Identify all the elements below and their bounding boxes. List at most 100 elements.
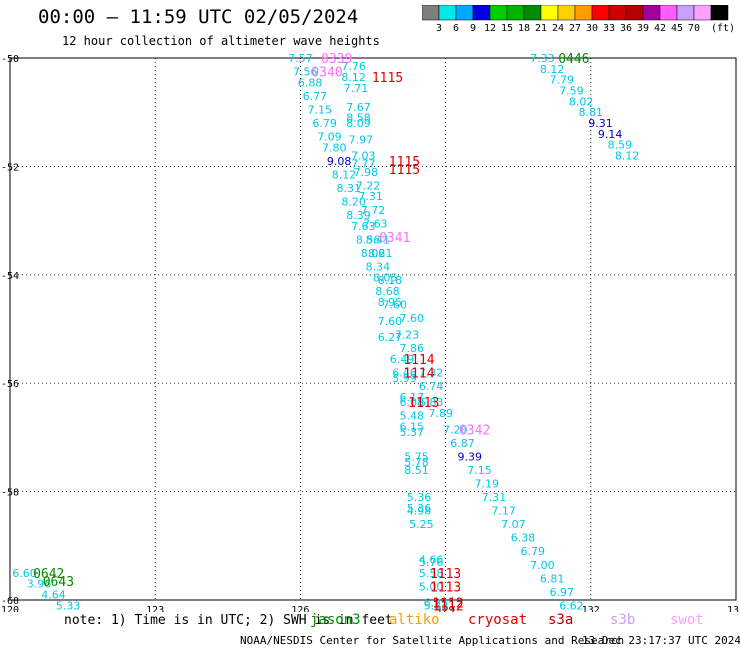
wave-height-label: 8.20 — [341, 196, 366, 209]
colorbar-tick-label: 15 — [501, 23, 513, 34]
pass-time-label: 1115 — [372, 71, 403, 86]
wave-height-label: 5.37 — [399, 426, 424, 439]
legend-s3b: s3b — [610, 612, 636, 628]
wave-height-label: 6.97 — [550, 586, 575, 599]
legend-jason3: jason3 — [310, 612, 361, 628]
colorbar-tick-label: 45 — [671, 23, 683, 34]
wave-height-label: 5.33 — [56, 599, 81, 612]
colorbar-tick-label: 36 — [620, 23, 632, 34]
wave-height-label: 7.63 — [351, 220, 376, 233]
wave-height-label: 7.71 — [344, 82, 369, 95]
wave-height-label: 6.79 — [312, 117, 337, 130]
y-tick-label: -60 — [1, 596, 19, 607]
wave-height-label: 8.12 — [341, 71, 366, 84]
wave-height-label: 7.86 — [399, 342, 424, 355]
wave-height-label: 8.59 — [608, 139, 633, 152]
wave-height-label: 8.58 — [346, 112, 371, 125]
footer-timestamp: 13 Dec 23:17:37 UTC 2024 — [582, 634, 740, 647]
colorbar-swatch — [710, 5, 729, 21]
wave-height-label: 8.12 — [332, 169, 357, 182]
colorbar-tick-label: 42 — [654, 23, 666, 34]
wave-height-label: 8.09 — [346, 117, 371, 130]
wave-height-label: 8.56 — [356, 234, 381, 247]
wave-height-label: 5.48 — [399, 410, 424, 423]
wave-height-label: 7.31 — [482, 491, 507, 504]
wave-height-label: 7.17 — [491, 505, 516, 518]
wave-height-label: 7.56 — [293, 66, 318, 79]
pass-time-label: 0642 — [33, 567, 64, 582]
wave-height-label: 9.14 — [598, 128, 623, 141]
colorbar-tick-label: 27 — [569, 23, 581, 34]
wave-height-label: 7.76 — [341, 60, 366, 73]
wave-height-label: 4.64 — [41, 589, 66, 602]
wave-height-label: 9.31 — [588, 117, 613, 130]
wave-height-label: 7.22 — [356, 179, 381, 192]
wave-height-label: 8.95 — [378, 296, 403, 309]
wave-height-label: 5.83 — [424, 599, 449, 612]
wave-height-label: 7.32 — [419, 366, 444, 379]
wave-height-label: 8.05 — [373, 272, 398, 285]
wave-height-label: 7.60 — [378, 315, 403, 328]
wave-height-label: 9.08 — [327, 155, 352, 168]
wave-height-label: 7.98 — [353, 166, 378, 179]
colorbar-tick-label: 24 — [552, 23, 564, 34]
footer-credit: NOAA/NESDIS Center for Satellite Applica… — [240, 634, 625, 647]
wave-height-label: 7.63 — [363, 217, 388, 230]
pass-time-label: 1115 — [389, 163, 420, 178]
wave-height-label: 7.33 — [530, 52, 555, 65]
wave-height-label: 6.46 — [392, 366, 417, 379]
colorbar-tick-label: 70 — [688, 23, 700, 34]
wave-height-label: 8.21 — [368, 247, 393, 260]
wave-height-label: 9.39 — [458, 450, 483, 463]
footer-note: note: 1) Time is in UTC; 2) SWH is in fe… — [64, 613, 393, 628]
wave-height-label: 6.08 — [399, 396, 424, 409]
colorbar-tick-label: 33 — [603, 23, 615, 34]
y-tick-label: -58 — [1, 488, 19, 499]
wave-height-label: 8.02 — [569, 95, 594, 108]
pass-time-label: 1114 — [403, 353, 434, 368]
wave-height-label: 8.39 — [346, 209, 371, 222]
pass-time-label: 0339 — [321, 52, 352, 67]
y-tick-label: -52 — [1, 162, 19, 173]
wave-height-label: 4.66 — [419, 553, 444, 566]
legend-s3a: s3a — [548, 612, 574, 628]
wave-height-label: 6.27 — [378, 331, 403, 344]
wave-height-label: 5.75 — [404, 450, 429, 463]
pass-time-label: 1115 — [389, 155, 420, 170]
x-tick-label: 123 — [146, 605, 164, 612]
wave-height-label: 5.78 — [404, 456, 429, 469]
wave-height-label: 7.09 — [317, 131, 342, 144]
x-tick-label: 120 — [1, 605, 19, 612]
wave-height-label: 6.49 — [390, 353, 415, 366]
colorbar-tick-label: 3 — [436, 23, 442, 34]
wave-height-label: 7.89 — [429, 407, 454, 420]
wave-height-label: 7.59 — [559, 85, 584, 98]
wave-height-label: 7.07 — [501, 518, 526, 531]
x-tick-label: 129 — [437, 605, 455, 612]
wave-height-label: 7.19 — [474, 477, 499, 490]
colorbar-unit: (ft) — [711, 23, 734, 34]
wave-height-label: 6.60 — [12, 567, 37, 580]
wave-height-label: 7.15 — [308, 103, 333, 116]
colorbar-tick-label: 9 — [470, 23, 476, 34]
wave-height-label: 8.18 — [378, 274, 403, 287]
legend-cryosat: cryosat — [468, 612, 528, 628]
colorbar-tick-label: 21 — [535, 23, 547, 34]
page-title: 00:00 – 11:59 UTC 02/05/2024 — [38, 6, 359, 28]
wave-height-label: 8.12 — [540, 63, 565, 76]
wave-height-label: 6.15 — [399, 421, 424, 434]
pass-time-label: 1112 — [432, 599, 463, 612]
wave-height-label: 6.74 — [419, 380, 444, 393]
wave-height-label: 3.96 — [27, 578, 52, 591]
wave-height-label: 6.23 — [424, 597, 449, 610]
pass-time-label: 0342 — [459, 423, 490, 438]
wave-height-label: 8.06 — [361, 247, 386, 260]
wave-height-label: 5.00 — [419, 580, 444, 593]
wave-height-label: 6.79 — [520, 545, 545, 558]
wave-height-label: 7.20 — [443, 423, 468, 436]
pass-time-label: 0340 — [311, 66, 342, 81]
wave-height-label: 7.97 — [349, 133, 374, 146]
legend-swot: swot — [670, 612, 704, 628]
wave-height-label: 6.38 — [511, 532, 536, 545]
wave-height-label: 6.88 — [298, 76, 323, 89]
